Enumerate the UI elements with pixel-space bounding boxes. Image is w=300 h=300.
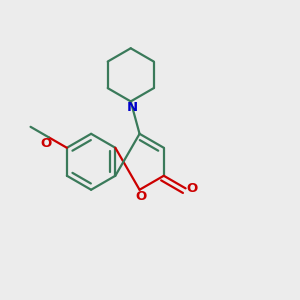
Text: N: N (127, 101, 138, 114)
Text: O: O (135, 190, 147, 203)
Text: O: O (40, 137, 51, 150)
Text: O: O (186, 182, 198, 195)
